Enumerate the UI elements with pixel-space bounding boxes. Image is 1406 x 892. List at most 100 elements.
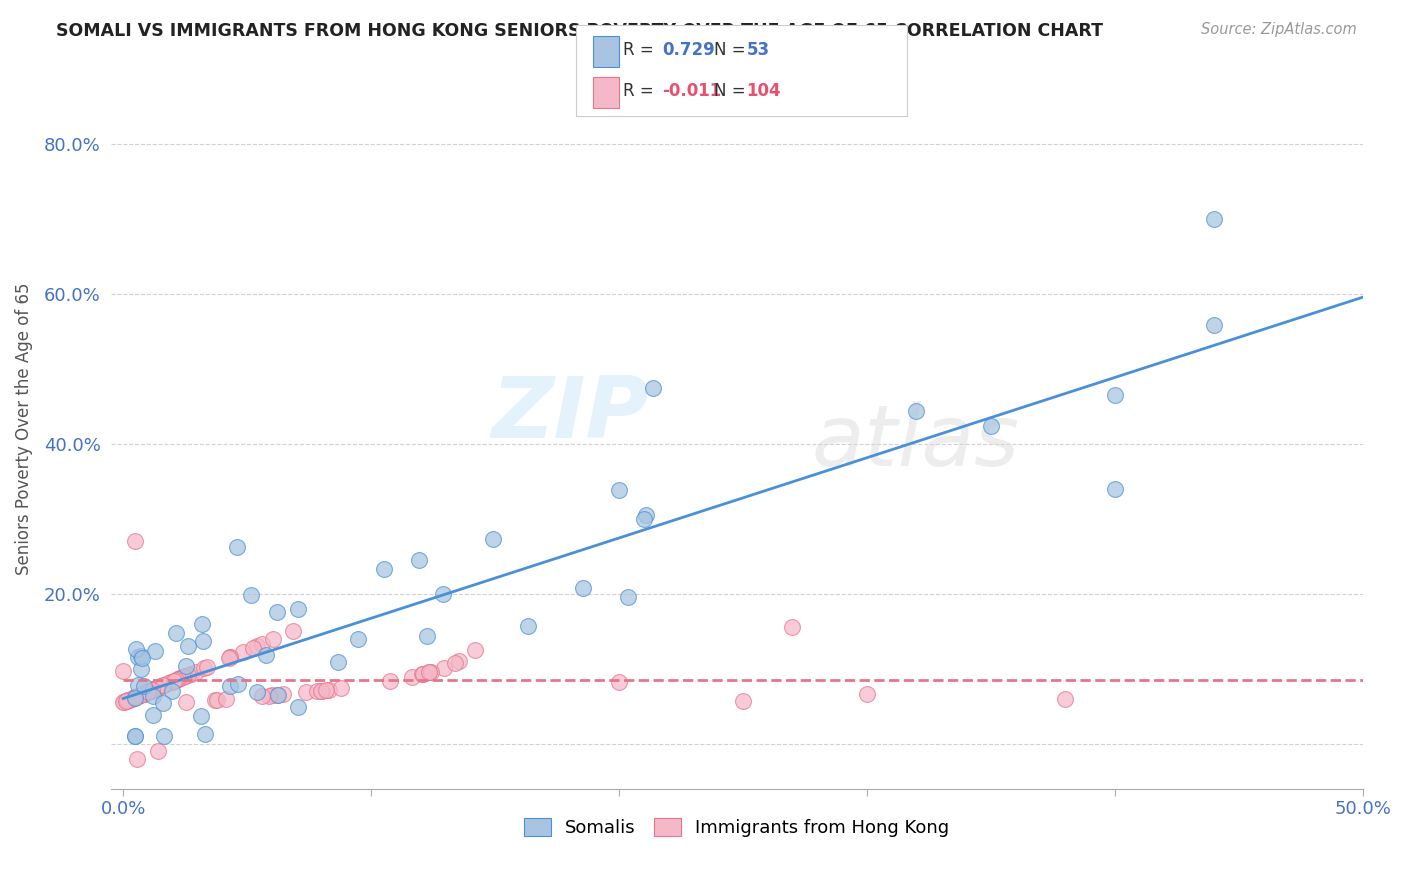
Point xyxy=(139,684,162,698)
Point xyxy=(118,692,141,706)
Point xyxy=(160,675,183,690)
Point xyxy=(245,685,267,699)
Point xyxy=(1104,388,1126,402)
Point xyxy=(117,693,139,707)
Point xyxy=(250,637,273,651)
Point xyxy=(482,532,505,546)
Point xyxy=(148,681,170,695)
Point xyxy=(180,666,202,681)
Point xyxy=(115,694,138,708)
Point xyxy=(283,624,305,638)
Point xyxy=(146,744,169,758)
Text: N =: N = xyxy=(714,41,751,59)
Point xyxy=(194,727,217,741)
Point xyxy=(136,685,159,699)
Point xyxy=(125,642,148,657)
Point xyxy=(127,690,149,704)
Point xyxy=(191,633,214,648)
Point xyxy=(447,654,470,668)
Point xyxy=(1202,211,1225,226)
Point xyxy=(128,689,150,703)
Text: N =: N = xyxy=(714,82,751,100)
Point xyxy=(124,690,146,705)
Point xyxy=(412,667,434,681)
Point xyxy=(193,661,215,675)
Point xyxy=(215,692,238,706)
Point xyxy=(112,695,135,709)
Point xyxy=(139,683,162,698)
Point xyxy=(131,687,153,701)
Point xyxy=(124,690,146,705)
Point xyxy=(347,632,370,646)
Point xyxy=(905,404,928,418)
Point xyxy=(169,671,191,685)
Point xyxy=(240,588,263,602)
Point xyxy=(444,656,467,670)
Point xyxy=(172,670,194,684)
Point xyxy=(156,676,179,690)
Point xyxy=(143,644,166,658)
Point xyxy=(373,562,395,576)
Point xyxy=(132,687,155,701)
Point xyxy=(315,683,337,698)
Point xyxy=(131,650,153,665)
Text: SOMALI VS IMMIGRANTS FROM HONG KONG SENIORS POVERTY OVER THE AGE OF 65 CORRELATI: SOMALI VS IMMIGRANTS FROM HONG KONG SENI… xyxy=(56,22,1104,40)
Point xyxy=(643,381,665,395)
Point xyxy=(163,673,186,688)
Point xyxy=(145,681,167,696)
Point xyxy=(318,682,340,697)
Point xyxy=(129,649,152,664)
Point xyxy=(129,688,152,702)
Point xyxy=(607,483,630,498)
Point xyxy=(141,683,163,698)
Text: Source: ZipAtlas.com: Source: ZipAtlas.com xyxy=(1201,22,1357,37)
Point xyxy=(980,419,1002,434)
Point xyxy=(143,682,166,697)
Point xyxy=(176,640,198,654)
Point xyxy=(330,681,353,696)
Point xyxy=(136,685,159,699)
Point xyxy=(380,674,402,689)
Point xyxy=(401,670,423,684)
Text: -0.011: -0.011 xyxy=(662,82,721,100)
Point xyxy=(219,650,242,665)
Point xyxy=(145,681,167,696)
Point xyxy=(135,685,157,699)
Point xyxy=(309,683,332,698)
Point xyxy=(416,630,439,644)
Point xyxy=(190,709,212,723)
Point xyxy=(142,682,165,697)
Point xyxy=(165,673,187,687)
Point xyxy=(124,729,146,743)
Point xyxy=(262,632,284,647)
Point xyxy=(287,602,309,616)
Point xyxy=(138,684,160,698)
Point xyxy=(122,690,145,705)
Point xyxy=(266,688,288,702)
Text: ZIP: ZIP xyxy=(491,373,650,456)
Point xyxy=(124,690,146,705)
Point xyxy=(617,590,640,604)
Point xyxy=(153,729,176,743)
Point xyxy=(262,689,284,703)
Point xyxy=(174,659,197,673)
Text: 53: 53 xyxy=(747,41,769,59)
Point xyxy=(162,674,184,689)
Point xyxy=(408,553,430,567)
Text: R =: R = xyxy=(623,82,659,100)
Point xyxy=(136,685,159,699)
Point xyxy=(150,679,173,693)
Point xyxy=(142,689,165,703)
Point xyxy=(127,689,149,703)
Point xyxy=(411,667,433,681)
Point xyxy=(634,508,657,523)
Point xyxy=(112,695,135,709)
Point xyxy=(167,672,190,686)
Point xyxy=(254,648,277,662)
Point xyxy=(307,684,329,698)
Point xyxy=(191,616,214,631)
Point xyxy=(139,684,162,698)
Point xyxy=(205,692,228,706)
Point xyxy=(132,679,155,693)
Point xyxy=(273,687,295,701)
